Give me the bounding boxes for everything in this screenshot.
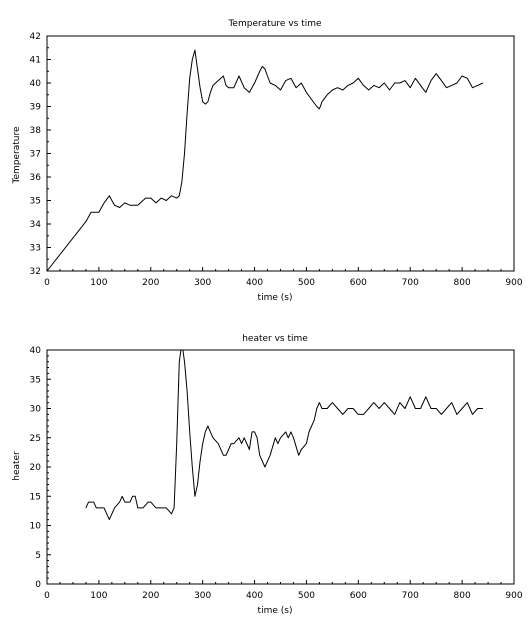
x-tick-label: 600: [350, 278, 367, 288]
x-tick-label: 600: [350, 591, 367, 601]
x-axis-label: time (s): [258, 293, 293, 303]
x-tick-label: 800: [454, 278, 471, 288]
y-tick-label: 37: [30, 150, 41, 160]
chart-title: Temperature vs time: [227, 19, 322, 29]
x-tick-label: 400: [246, 278, 263, 288]
y-tick-label: 41: [30, 56, 41, 66]
x-tick-label: 200: [142, 278, 159, 288]
y-tick-label: 20: [30, 463, 42, 473]
y-tick-label: 38: [30, 126, 42, 136]
y-tick-label: 35: [30, 375, 41, 385]
y-tick-label: 33: [30, 244, 41, 254]
x-tick-label: 500: [298, 278, 315, 288]
x-tick-label: 700: [402, 278, 419, 288]
plot-area: 0 100 200 300 400 500 600 700 800 900 32 33 34 35 36 37…: [30, 32, 523, 288]
x-tick-label: 700: [402, 591, 419, 601]
temperature-chart: Temperature vs time time (s) Temperature…: [12, 19, 523, 303]
x-tick-label: 800: [454, 591, 471, 601]
y-axis-label: heater: [12, 451, 22, 481]
x-axis-label: time (s): [258, 606, 293, 616]
series-line: [85, 349, 483, 521]
x-tick-label: 900: [505, 591, 522, 601]
x-tick-label: 0: [44, 278, 50, 288]
y-tick-label: 0: [35, 580, 41, 590]
x-tick-label: 200: [142, 591, 159, 601]
x-tick-label: 0: [44, 591, 50, 601]
y-tick-label: 35: [30, 197, 41, 207]
y-tick-label: 15: [30, 492, 41, 502]
plot-area: 0 100 200 300 400 500 600 700 800 900 0 5 10 15 20 25 30…: [30, 346, 523, 601]
y-tick-label: 10: [30, 522, 42, 532]
y-tick-label: 32: [30, 267, 41, 277]
y-tick-label: 40: [30, 79, 42, 89]
y-tick-label: 39: [30, 103, 42, 113]
plot-frame: [46, 35, 515, 272]
x-tick-label: 500: [298, 591, 315, 601]
x-tick-label: 900: [505, 278, 522, 288]
y-tick-label: 25: [30, 434, 41, 444]
x-tick-label: 400: [246, 591, 263, 601]
y-tick-label: 36: [30, 173, 42, 183]
x-tick-label: 300: [194, 278, 211, 288]
x-tick-label: 100: [90, 591, 107, 601]
y-tick-label: 5: [35, 551, 41, 561]
heater-chart: heater vs time time (s) heater 0 100 200 30…: [12, 334, 523, 616]
x-tick-label: 100: [90, 278, 107, 288]
chart-title: heater vs time: [242, 334, 308, 344]
series-line: [46, 49, 484, 272]
y-tick-label: 40: [30, 346, 42, 356]
y-tick-label: 42: [30, 32, 41, 42]
y-axis-label: Temperature: [12, 126, 22, 184]
x-tick-label: 300: [194, 591, 211, 601]
y-tick-label: 34: [30, 220, 42, 230]
y-tick-label: 30: [30, 405, 42, 415]
plot-frame: [46, 349, 515, 585]
